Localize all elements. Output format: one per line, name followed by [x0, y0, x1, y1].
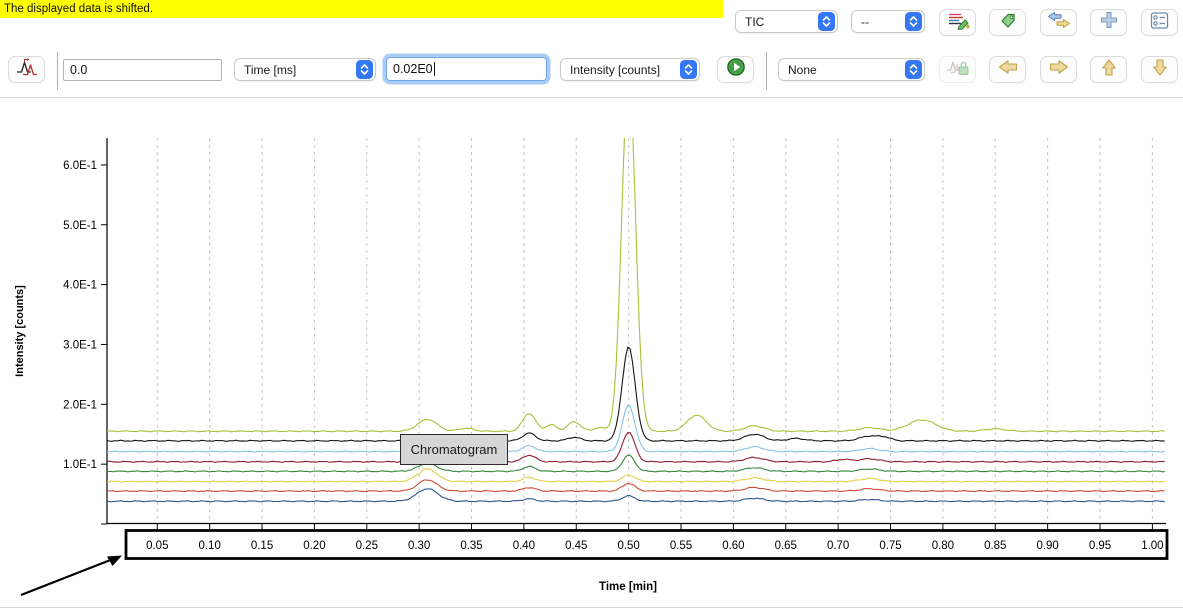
execute-shift-button[interactable] [717, 56, 754, 83]
display-modus-value: None [788, 62, 817, 77]
shift-lock-icon [946, 58, 970, 81]
x-tick-label: 0.85 [984, 540, 1006, 552]
x-tick-label: 0.25 [356, 540, 378, 552]
secondary-trace-select[interactable]: -- [851, 10, 925, 33]
display-modus-select[interactable]: None [778, 58, 925, 81]
tag-icon [998, 11, 1018, 35]
x-tick-label: 0.75 [879, 540, 901, 552]
trace-black [107, 346, 1165, 442]
secondary-trace-value: -- [861, 14, 869, 29]
chevron-updown-icon [818, 12, 835, 31]
trace-group [107, 138, 1165, 503]
x-tick-label: 0.15 [251, 540, 273, 552]
text-cursor [433, 62, 436, 76]
y-tick-label: 6.0E-1 [63, 160, 97, 172]
trace-yellow [107, 468, 1165, 483]
x-tick-label: 0.55 [670, 540, 692, 552]
x-tick-label: 0.05 [146, 540, 168, 552]
plus-icon [1099, 10, 1119, 35]
transfer-arrows-icon [1047, 11, 1071, 34]
arrow-right-icon [1048, 59, 1070, 80]
arrow-up-icon [1101, 58, 1117, 82]
y-tick-label: 1.0E-1 [63, 459, 97, 471]
shift-chromatogram-icon [15, 58, 39, 81]
x-tick-label: 0.95 [1089, 540, 1111, 552]
x-tick-label: 0.65 [775, 540, 797, 552]
chevron-updown-icon [356, 60, 373, 79]
x-tick-label: 0.45 [565, 540, 587, 552]
properties-button[interactable] [1141, 9, 1178, 36]
chromatogram-save-icon [946, 11, 970, 35]
x-axis-highlight-box [124, 529, 1169, 560]
x-tick-label: 0.50 [617, 540, 639, 552]
shift-left-button[interactable] [989, 56, 1026, 83]
trace-green [107, 454, 1165, 473]
shift-up-button[interactable] [1090, 56, 1127, 83]
arrow-left-icon [997, 59, 1019, 80]
toolbar-separator [766, 52, 767, 90]
play-icon [726, 57, 746, 82]
chevron-updown-icon [905, 12, 922, 31]
bottom-divider [0, 607, 1183, 608]
shift-lock-button[interactable] [939, 56, 976, 83]
tag-button[interactable] [989, 9, 1026, 36]
x-axis-title: Time [min] [599, 581, 657, 593]
x-tick-label: 0.30 [408, 540, 430, 552]
shift-right-button[interactable] [1040, 56, 1077, 83]
trace-yellow-green [107, 138, 1165, 433]
y-unit-select[interactable]: Intensity [counts] [560, 58, 700, 81]
x-tick-label: 0.20 [303, 540, 325, 552]
x-tick-label: 0.60 [722, 540, 744, 552]
trace-red [107, 479, 1165, 493]
trace-type-value: TIC [745, 14, 765, 29]
x-tick-label: 0.80 [932, 540, 954, 552]
toolbar-separator [57, 52, 58, 90]
x-tick-label: 1.00 [1141, 540, 1163, 552]
chromatogram-tooltip: Chromatogram [400, 434, 508, 465]
transfer-button[interactable] [1040, 9, 1077, 36]
x-tick-label: 0.70 [827, 540, 849, 552]
y-unit-value: Intensity [counts] [570, 62, 661, 77]
arrow-down-icon [1152, 58, 1168, 82]
x-tick-label: 0.90 [1036, 540, 1058, 552]
shift-x-input[interactable]: 0.0 [63, 59, 222, 81]
annotation-arrow [20, 557, 114, 597]
shift-chromatogram-button[interactable] [8, 56, 45, 83]
trace-light-blue [107, 404, 1165, 453]
chevron-updown-icon [905, 60, 922, 79]
x-unit-select[interactable]: Time [ms] [234, 58, 376, 81]
x-tick-label: 0.10 [198, 540, 220, 552]
status-banner: The displayed data is shifted. [0, 0, 723, 18]
shift-x-value: 0.0 [70, 63, 88, 77]
shift-y-input[interactable]: 0.02E0 [386, 57, 547, 81]
y-tick-label: 5.0E-1 [63, 220, 97, 232]
shift-down-button[interactable] [1141, 56, 1178, 83]
y-tick-label: 4.0E-1 [63, 280, 97, 292]
shift-y-value: 0.02E0 [393, 62, 433, 76]
y-tick-label: 2.0E-1 [63, 399, 97, 411]
trace-dark-red [107, 432, 1165, 463]
x-tick-label: 0.35 [460, 540, 482, 552]
trace-dark-blue [107, 488, 1165, 503]
properties-icon [1149, 11, 1170, 35]
chevron-updown-icon [680, 60, 697, 79]
toolbar-divider [0, 97, 1183, 98]
save-chromatogram-button[interactable] [939, 9, 976, 36]
trace-type-select[interactable]: TIC [735, 10, 838, 33]
add-button[interactable] [1090, 9, 1127, 36]
y-tick-label: 3.0E-1 [63, 339, 97, 351]
annotation-arrowhead [107, 555, 122, 566]
x-tick-label: 0.40 [513, 540, 535, 552]
x-unit-value: Time [ms] [244, 62, 297, 77]
